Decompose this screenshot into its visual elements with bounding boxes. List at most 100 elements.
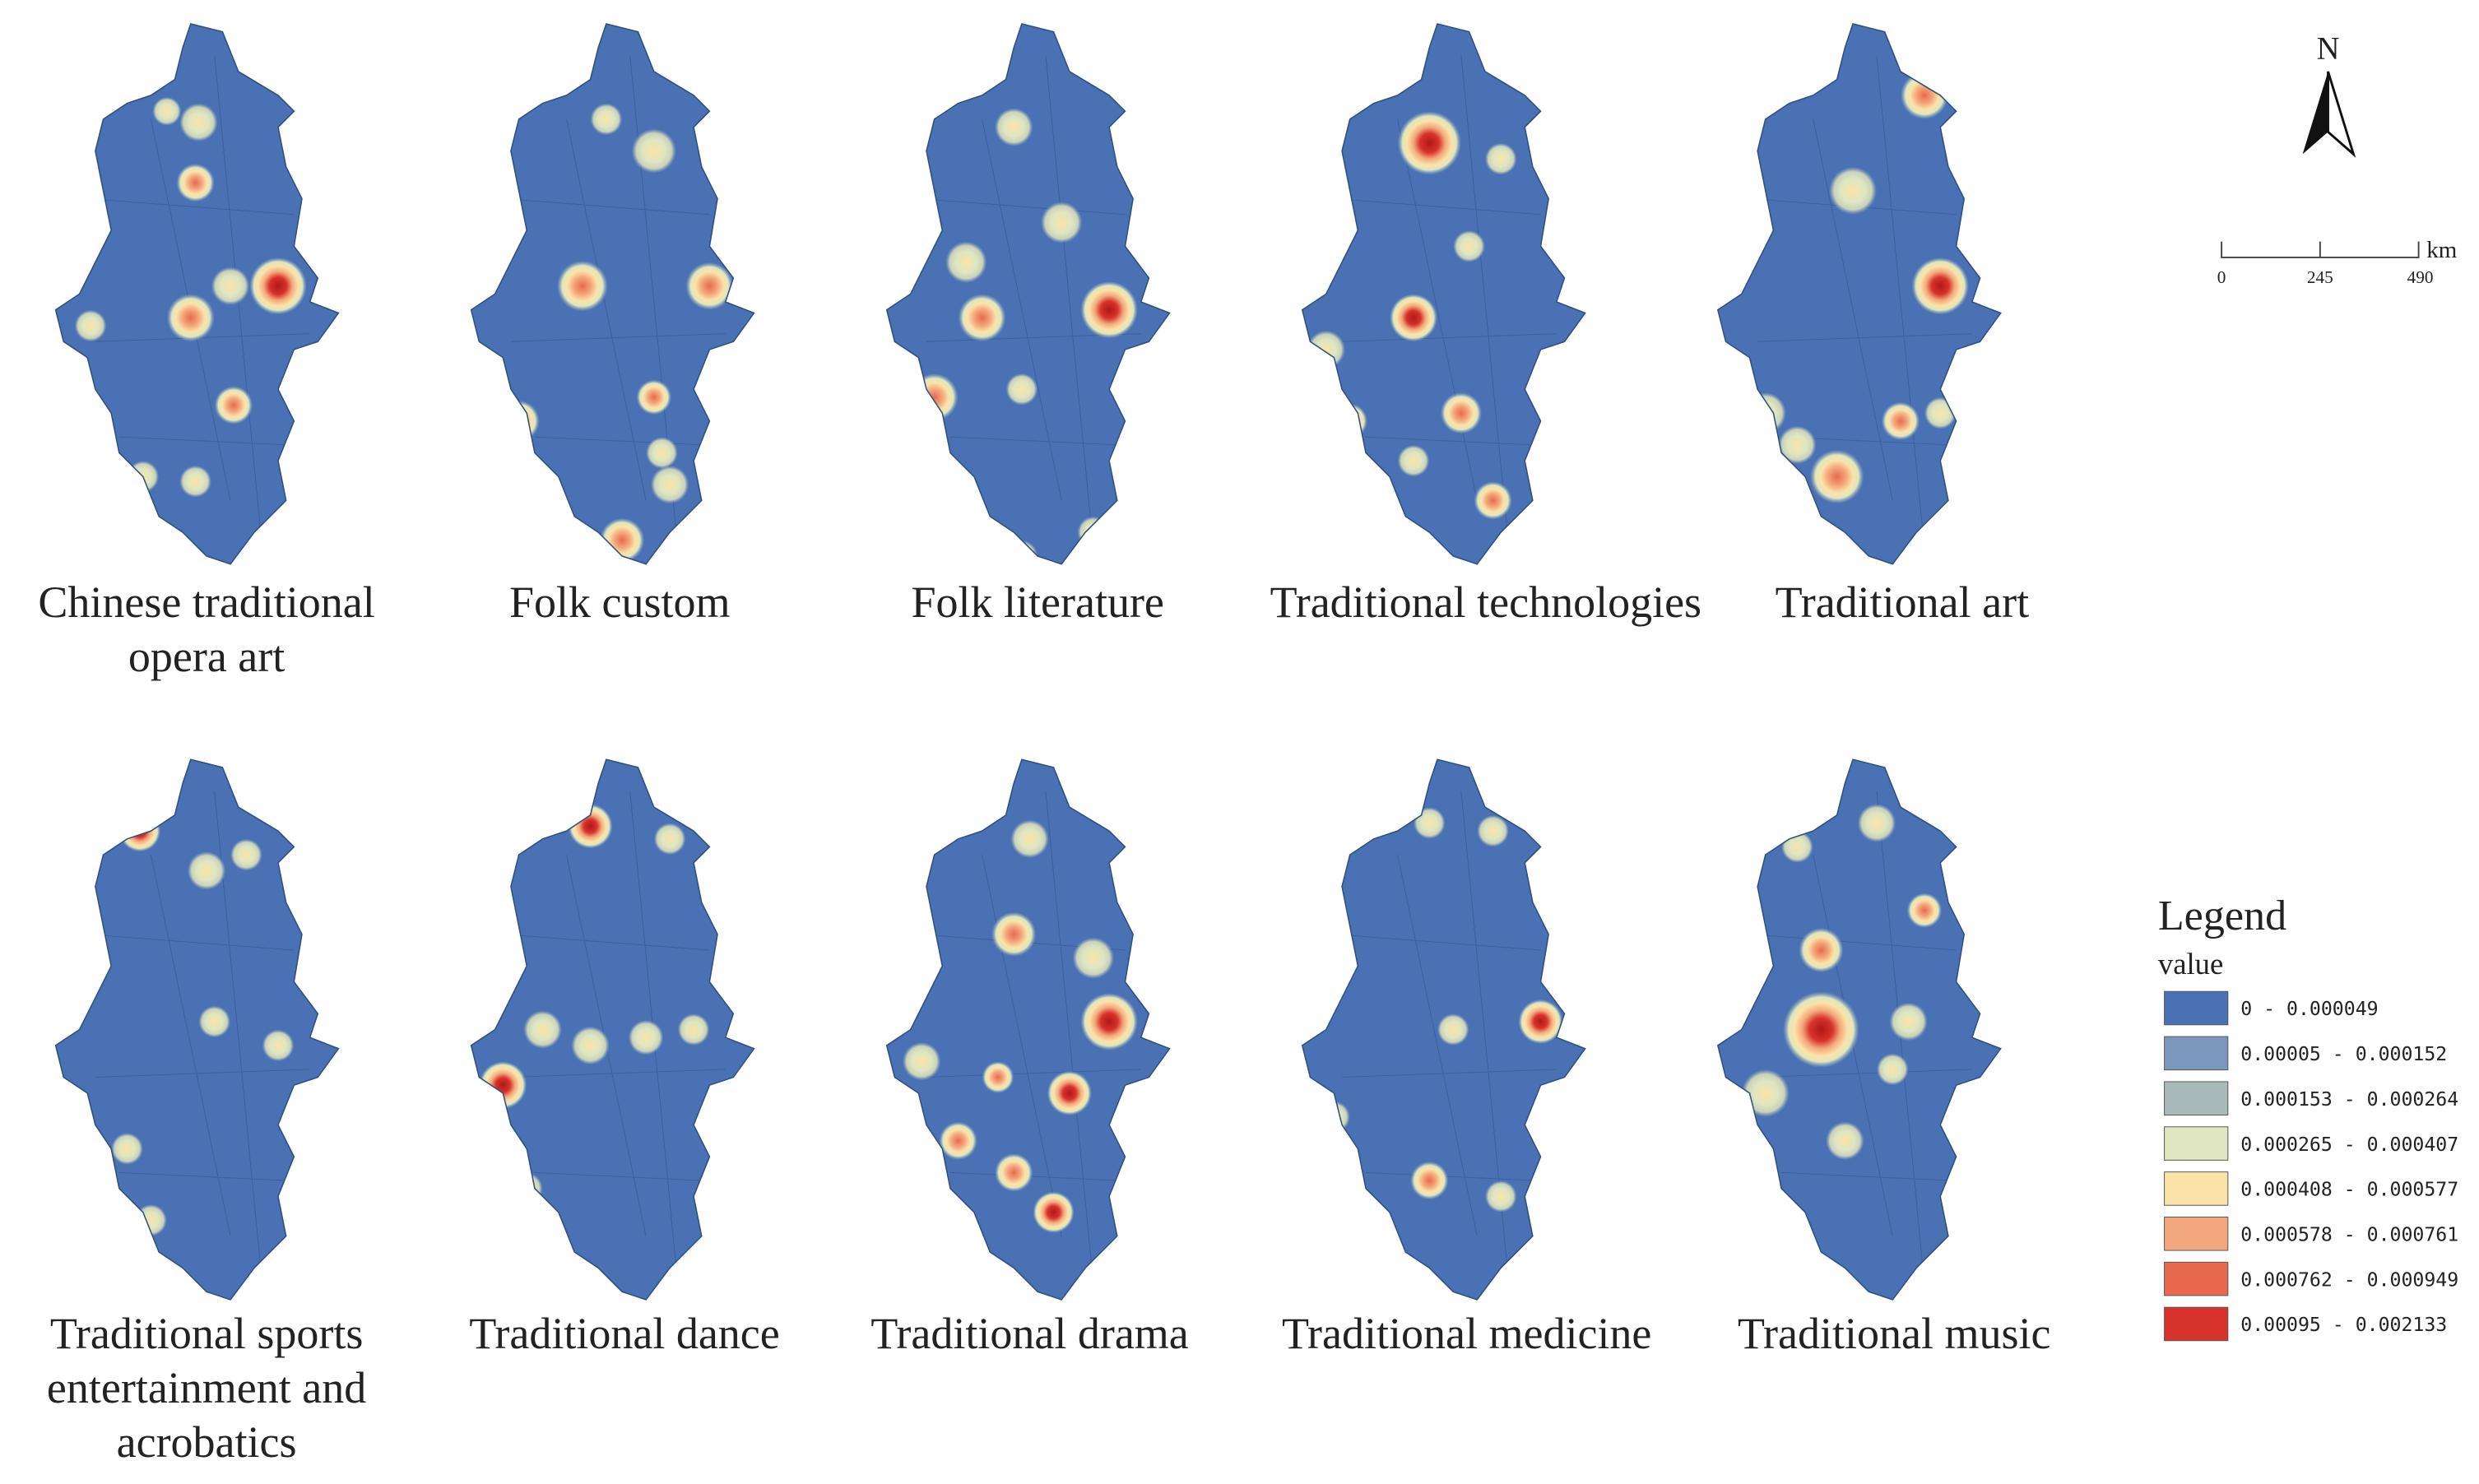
hotspot bbox=[179, 465, 211, 498]
panel-title: Traditional technologies bbox=[1270, 577, 1702, 628]
hotspot bbox=[982, 1061, 1014, 1093]
hotspot bbox=[1072, 937, 1114, 979]
legend-subtitle: value bbox=[2158, 947, 2223, 981]
map-panel bbox=[1716, 23, 2002, 565]
district-line bbox=[1334, 197, 1541, 216]
hotspot bbox=[1437, 1013, 1469, 1046]
legend-swatch bbox=[2164, 1081, 2229, 1115]
legend-swatch bbox=[2164, 1261, 2229, 1296]
panel-title: Traditional art bbox=[1775, 577, 2030, 628]
hotspot bbox=[1010, 819, 1049, 858]
hotspot bbox=[1074, 759, 1144, 819]
map-panel bbox=[885, 23, 1171, 565]
hotspot bbox=[230, 838, 262, 871]
district-line bbox=[1781, 1171, 1948, 1181]
district-line bbox=[1397, 855, 1478, 1236]
legend-label: 0.00095 - 0.002133 bbox=[2240, 1314, 2447, 1336]
hotspot bbox=[523, 1010, 562, 1049]
district-line bbox=[1045, 791, 1094, 1284]
district-line bbox=[1757, 1069, 1972, 1078]
hotspot bbox=[74, 309, 107, 342]
district-line bbox=[503, 197, 710, 216]
hotspot bbox=[249, 257, 307, 315]
hotspot bbox=[1744, 392, 1786, 434]
district-line bbox=[87, 197, 295, 216]
hotspot bbox=[1453, 230, 1485, 262]
hotspot bbox=[685, 262, 734, 310]
hotspot bbox=[152, 96, 182, 126]
hotspot bbox=[958, 294, 1006, 342]
hotspot bbox=[995, 108, 1033, 146]
map-panel bbox=[1301, 758, 1586, 1301]
hotspots bbox=[1307, 55, 1557, 549]
legend: 0 - 0.000049 0.00005 - 0.000152 0.000153 -… bbox=[2164, 990, 2458, 1342]
province-fill bbox=[55, 759, 339, 1300]
hotspot bbox=[650, 465, 689, 504]
district-line bbox=[1876, 55, 1925, 549]
legend-label: 0.000762 - 0.000949 bbox=[2240, 1268, 2458, 1291]
hotspot bbox=[111, 1133, 143, 1165]
district-line bbox=[949, 436, 1117, 446]
district-line bbox=[1334, 934, 1541, 951]
hotspot bbox=[118, 810, 161, 852]
hotspot bbox=[677, 1013, 710, 1046]
scale-line bbox=[2221, 241, 2420, 258]
legend-label: 0.000408 - 0.000577 bbox=[2240, 1179, 2458, 1201]
district-line bbox=[1749, 934, 1957, 951]
district-line bbox=[1045, 55, 1094, 549]
scale-label: 0 bbox=[2217, 267, 2226, 287]
hotspot bbox=[1413, 807, 1446, 839]
map-panel bbox=[470, 23, 755, 565]
map-panel bbox=[470, 758, 755, 1301]
hotspot bbox=[571, 1026, 610, 1065]
panel-title: Folk literature bbox=[911, 577, 1164, 628]
hotspot bbox=[1390, 294, 1437, 342]
hotspot bbox=[939, 1121, 977, 1160]
hotspot bbox=[574, 1268, 606, 1300]
district-line bbox=[1397, 118, 1478, 501]
district-line bbox=[534, 1171, 702, 1181]
hotspot bbox=[479, 1061, 527, 1110]
province-fill bbox=[471, 759, 754, 1300]
north-label: N bbox=[2317, 31, 2340, 66]
hotspot bbox=[198, 1005, 231, 1038]
district-line bbox=[926, 1069, 1141, 1078]
hotspot bbox=[556, 260, 608, 312]
legend-label: 0.000265 - 0.000407 bbox=[2240, 1134, 2458, 1156]
hotspot bbox=[1741, 1069, 1790, 1117]
district-line bbox=[118, 1171, 286, 1181]
scale-label: 490 bbox=[2407, 267, 2434, 287]
province-fill bbox=[1302, 24, 1585, 564]
district-line bbox=[95, 1069, 310, 1078]
hotspot bbox=[214, 386, 253, 424]
scale-unit: km bbox=[2426, 237, 2457, 263]
hotspot bbox=[1397, 111, 1461, 175]
hotspot bbox=[262, 1029, 295, 1062]
legend-swatch bbox=[2164, 1306, 2229, 1342]
map-panel bbox=[1716, 758, 2002, 1301]
hotspot bbox=[1397, 444, 1430, 477]
map-panel bbox=[54, 23, 340, 565]
district-line bbox=[1757, 333, 1972, 342]
arrow-left bbox=[2302, 71, 2328, 155]
hotspot bbox=[1474, 481, 1512, 520]
panel-title: Traditional music bbox=[1737, 1308, 2051, 1358]
hotspot bbox=[510, 1172, 543, 1205]
hotspot bbox=[1889, 1002, 1928, 1041]
hotspot bbox=[1484, 142, 1517, 175]
hotspot bbox=[211, 267, 250, 305]
hotspot bbox=[187, 851, 226, 890]
hotspot bbox=[179, 103, 218, 141]
district-line bbox=[918, 197, 1126, 216]
hotspot bbox=[1080, 281, 1138, 339]
hotspot bbox=[1881, 401, 1920, 441]
legend-title: Legend bbox=[2158, 893, 2286, 939]
hotspot bbox=[1783, 991, 1859, 1068]
hotspot bbox=[910, 373, 959, 421]
hotspot bbox=[1778, 425, 1817, 465]
map-panel bbox=[885, 758, 1171, 1301]
district-line bbox=[1342, 333, 1557, 342]
hotspot bbox=[1033, 1191, 1075, 1233]
hotspot bbox=[1005, 540, 1038, 564]
